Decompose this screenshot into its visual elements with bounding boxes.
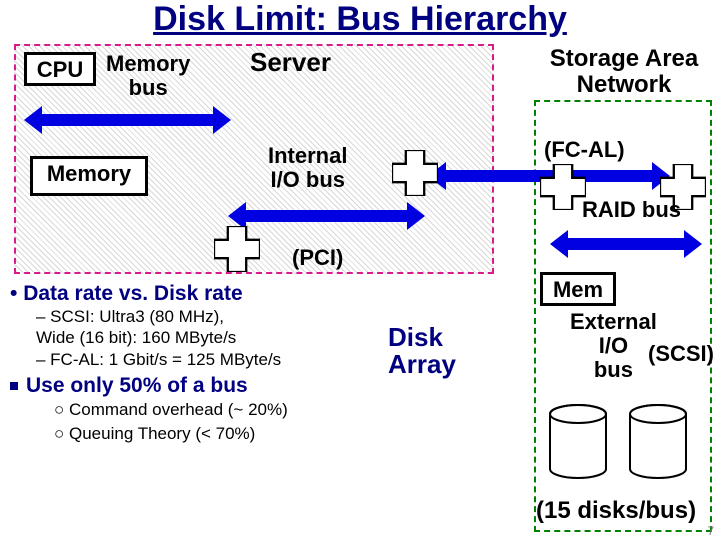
bridge-icon — [540, 164, 586, 210]
mem-box: Mem — [540, 272, 616, 306]
bullet-l1b: Use only 50% of a bus — [10, 374, 288, 398]
bridge-icon — [392, 150, 438, 196]
internal-io-line2: I/O bus — [268, 168, 347, 192]
disk-icon — [548, 404, 608, 479]
bullet-list: • Data rate vs. Disk rate – SCSI: Ultra3… — [10, 278, 288, 445]
memory-box: Memory — [30, 156, 148, 196]
raid-bus-label: RAID bus — [582, 198, 681, 222]
page-title: Disk Limit: Bus Hierarchy — [0, 0, 720, 39]
bus-arrow — [40, 114, 215, 126]
bus-arrow — [566, 238, 686, 250]
bus-arrow — [244, 210, 409, 222]
bullet-l1a: • Data rate vs. Disk rate — [10, 282, 288, 306]
san-label-line1: Storage Area — [534, 46, 714, 72]
bullet-l2a: – SCSI: Ultra3 (80 MHz),Wide (16 bit): 1… — [36, 306, 288, 349]
external-io-label: External I/O bus — [570, 310, 657, 383]
scsi-label: (SCSI) — [648, 342, 714, 366]
bridge-icon — [214, 226, 260, 272]
bullet-l2b: – FC-AL: 1 Gbit/s = 125 MByte/s — [36, 349, 288, 370]
page-number: 7 — [707, 525, 714, 538]
san-label-line2: Network — [534, 72, 714, 98]
memory-bus-line1: Memory — [106, 52, 190, 76]
disk-array-label: Disk Array — [388, 324, 456, 379]
pci-label: (PCI) — [292, 246, 343, 270]
disk-array-line1: Disk — [388, 324, 456, 351]
memory-bus-line2: bus — [106, 76, 190, 100]
external-io-line2: I/O — [570, 334, 657, 358]
disks-per-bus-label: (15 disks/bus) — [536, 498, 696, 524]
cpu-box: CPU — [24, 52, 96, 86]
bullet-l3b: ○ Queuing Theory (< 70%) — [54, 422, 288, 446]
disk-icon — [628, 404, 688, 479]
disk-array-line2: Array — [388, 351, 456, 378]
memory-bus-label: Memory bus — [106, 52, 190, 100]
fcal-label: (FC-AL) — [544, 138, 625, 162]
server-label: Server — [250, 48, 331, 77]
internal-io-line1: Internal — [268, 144, 347, 168]
server-label-text: Server — [250, 47, 331, 77]
external-io-line1: External — [570, 310, 657, 334]
san-label: Storage Area Network — [534, 46, 714, 99]
external-io-line3: bus — [570, 358, 657, 382]
internal-io-label: Internal I/O bus — [268, 144, 347, 192]
bullet-l3a: ○ Command overhead (~ 20%) — [54, 398, 288, 422]
